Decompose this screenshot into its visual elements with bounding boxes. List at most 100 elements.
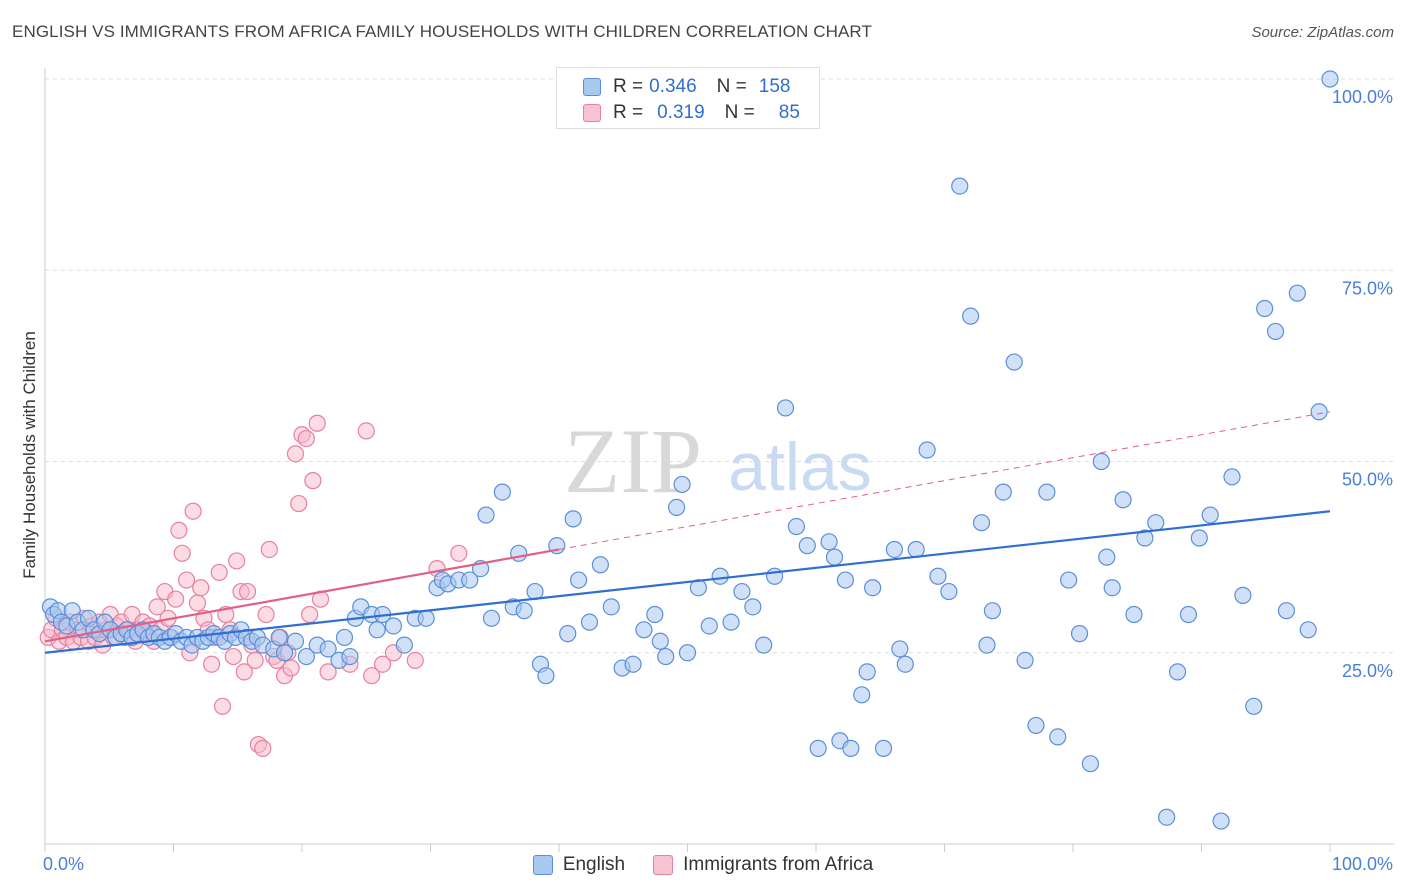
africa-point — [290, 494, 308, 513]
chart-title: ENGLISH VS IMMIGRANTS FROM AFRICA FAMILY… — [12, 22, 872, 41]
english-point — [842, 739, 860, 757]
english-point — [809, 739, 827, 757]
english-point — [591, 556, 609, 574]
english-point — [635, 621, 653, 639]
english-point — [624, 655, 642, 673]
english-point — [1016, 651, 1034, 670]
english-point — [1201, 506, 1219, 524]
legend-row-english: R = 0.346 N = 158 — [583, 74, 790, 100]
english-point — [580, 613, 599, 631]
africa-point — [173, 544, 191, 562]
africa-point — [203, 655, 221, 673]
y-tick-label: 100.0% — [1332, 87, 1393, 107]
english-point — [395, 636, 413, 654]
english-series — [41, 70, 1339, 830]
watermark-atlas: atlas — [728, 429, 872, 505]
africa-point — [224, 647, 242, 666]
africa-point — [246, 651, 264, 670]
english-point — [668, 498, 686, 516]
series-legend: English Immigrants from Africa — [0, 852, 1406, 878]
africa-n-label: N = — [724, 102, 755, 123]
english-r-label: R = — [613, 76, 644, 97]
english-point — [515, 602, 533, 620]
english-point — [776, 399, 795, 417]
english-point — [1266, 322, 1285, 341]
english-swatch — [583, 78, 601, 96]
y-tick-label: 25.0% — [1342, 661, 1393, 681]
africa-point — [235, 663, 253, 681]
africa-point — [177, 571, 196, 589]
english-point — [570, 571, 588, 589]
english-point — [1212, 812, 1230, 830]
english-point — [341, 647, 359, 666]
english-point — [874, 739, 893, 757]
english-point — [733, 582, 751, 601]
africa-series — [39, 414, 468, 757]
english-point — [477, 506, 495, 524]
english-point — [891, 640, 909, 658]
english-point — [657, 647, 675, 666]
english-point — [940, 582, 958, 601]
english-point — [417, 609, 435, 627]
english-point — [1190, 529, 1208, 547]
english-point — [1158, 808, 1176, 826]
english-point — [1288, 284, 1306, 302]
english-point — [559, 625, 577, 643]
english-legend-swatch — [532, 855, 553, 875]
africa-point — [238, 582, 257, 601]
africa-r-value: 0.319 — [657, 102, 705, 123]
english-point — [1038, 483, 1056, 501]
english-point — [994, 483, 1012, 501]
legend-item-africa[interactable]: Immigrants from Africa — [653, 854, 873, 876]
english-point — [564, 510, 582, 528]
english-point — [744, 598, 762, 616]
africa-point — [308, 414, 326, 432]
africa-point — [254, 739, 272, 757]
english-point — [368, 621, 386, 639]
english-point — [820, 533, 838, 551]
africa-point — [260, 540, 278, 559]
stats-legend: R = 0.346 N = 158 R = 0.319 N = 85 — [556, 67, 820, 129]
english-r-value: 0.346 — [649, 76, 697, 97]
africa-point — [148, 598, 166, 616]
africa-point — [297, 429, 315, 448]
english-point — [1098, 548, 1116, 566]
africa-point — [450, 544, 468, 562]
english-point — [1321, 70, 1339, 88]
x-tick-label: 0.0% — [43, 854, 84, 874]
watermark-zip: ZIP — [564, 410, 702, 512]
africa-point — [257, 605, 275, 624]
english-point — [825, 548, 844, 566]
english-point — [1245, 697, 1263, 715]
english-point — [297, 647, 315, 666]
english-point — [1256, 299, 1274, 318]
english-point — [1125, 605, 1143, 624]
watermark: ZIP atlas — [564, 410, 872, 512]
africa-point — [301, 605, 319, 624]
english-point — [286, 632, 305, 650]
legend-item-english[interactable]: English — [532, 854, 625, 876]
english-point — [858, 663, 876, 681]
africa-point — [373, 655, 392, 673]
africa-trend-line — [44, 548, 560, 643]
africa-legend-label: Immigrants from Africa — [683, 854, 874, 875]
english-point — [766, 567, 784, 585]
english-point — [678, 644, 697, 662]
english-n-value: 158 — [758, 76, 791, 97]
africa-point — [282, 659, 300, 677]
english-point — [270, 628, 288, 647]
english-point — [1299, 621, 1317, 639]
africa-point — [304, 472, 322, 490]
english-point — [700, 617, 718, 635]
english-point — [384, 617, 403, 635]
africa-point — [286, 445, 305, 463]
english-point — [275, 644, 294, 662]
english-point — [1147, 514, 1165, 532]
english-point — [493, 483, 511, 501]
english-point — [1168, 663, 1187, 681]
english-point — [836, 571, 855, 589]
english-point — [1070, 625, 1089, 643]
africa-r-label: R = — [613, 102, 644, 123]
english-point — [951, 177, 969, 195]
english-point — [864, 579, 882, 597]
